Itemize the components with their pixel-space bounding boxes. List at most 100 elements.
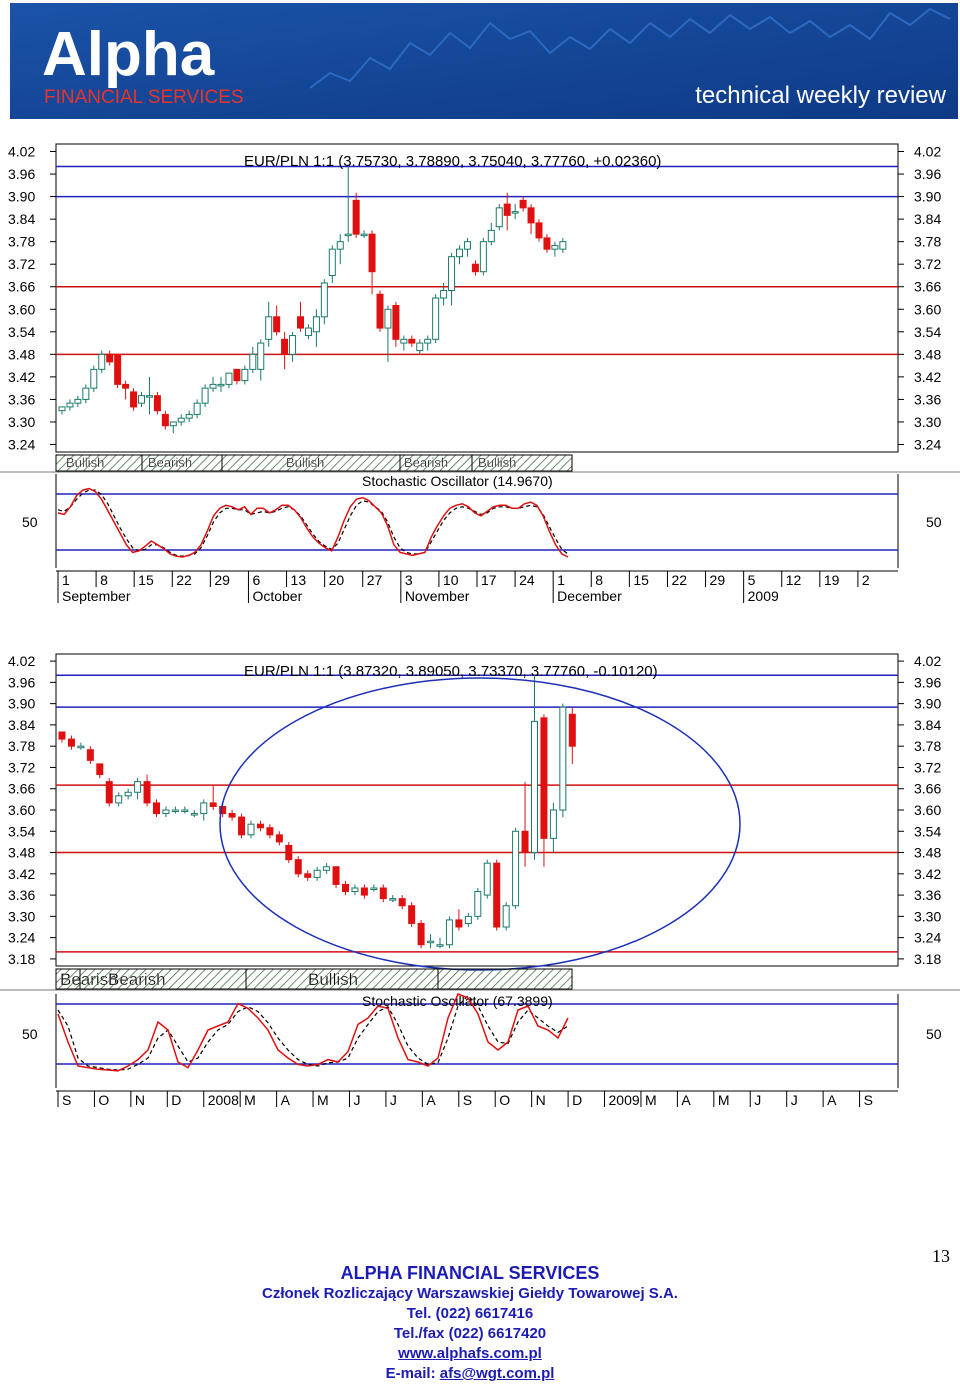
x-tick-label: M: [244, 1092, 256, 1108]
y-tick-label-left: 3.24: [8, 930, 35, 946]
y-tick-label-left: 3.30: [8, 908, 35, 924]
x-tick-label: A: [426, 1092, 436, 1108]
candle-body: [265, 316, 273, 340]
candle-body: [540, 717, 548, 839]
x-tick-label: N: [135, 1092, 145, 1108]
footer-tel: Tel. (022) 6617416: [406, 1305, 534, 1322]
x-tick-label: 15: [138, 572, 154, 588]
x-tick-label: O: [499, 1092, 510, 1108]
chart-eurpln-weekly-short: 4.02 4.02 3.96 3.96 3.90 3.90 3.84 3.84 3.78 3.78…: [0, 143, 960, 604]
y-tick-label-right: 4.02: [914, 144, 941, 160]
candle-body: [153, 395, 161, 412]
y-tick-label-right: 3.36: [914, 887, 941, 903]
osc-d-line: [57, 994, 569, 1071]
y-tick-label-left: 3.96: [8, 166, 35, 182]
candle-body: [424, 338, 432, 344]
candle-body: [408, 905, 416, 924]
y-tick-label-left: 3.30: [8, 414, 35, 430]
x-tick-label: 10: [443, 572, 459, 588]
sentiment-band-label: Bullish: [66, 455, 104, 470]
y-tick-label-right: 3.96: [914, 166, 941, 182]
candle-body: [370, 887, 378, 890]
x-tick-label: 6: [252, 572, 260, 588]
y-tick-label-left: 4.02: [8, 653, 35, 669]
banner-tagline: technical weekly review: [695, 82, 946, 109]
candle-body: [379, 887, 387, 900]
osc-d-line: [57, 489, 569, 557]
candle-body: [487, 229, 495, 243]
y-tick-label-right: 3.48: [914, 845, 941, 861]
y-tick-label-right: 3.60: [914, 802, 941, 818]
x-tick-label: 3: [405, 572, 413, 588]
candle-body: [138, 395, 145, 404]
candle-body: [98, 353, 106, 370]
x-tick-label: D: [572, 1092, 582, 1108]
candle-body: [219, 805, 227, 815]
footer-email-label: E-mail:: [385, 1365, 436, 1382]
x-tick-label: N: [536, 1092, 546, 1108]
x-tick-label: 22: [176, 572, 192, 588]
candle-body: [96, 763, 104, 776]
x-tick-label: 2009: [609, 1092, 640, 1108]
y-tick-label-right: 3.84: [914, 211, 941, 227]
y-tick-label-left: 3.48: [8, 845, 35, 861]
candle-body: [200, 802, 208, 815]
candle-body: [233, 368, 241, 382]
y-tick-label-left: 3.42: [8, 369, 35, 385]
x-tick-label: O: [98, 1092, 109, 1108]
candle-body: [67, 738, 75, 747]
sentiment-band-label: Bullish: [478, 455, 516, 470]
y-tick-label-right: 3.72: [914, 256, 941, 272]
candle-body: [400, 338, 408, 344]
candle-body: [249, 353, 257, 370]
x-tick-label: J: [353, 1092, 360, 1108]
y-tick-label-right: 3.54: [914, 324, 941, 340]
candle-body: [502, 905, 510, 928]
candle-body: [74, 398, 82, 404]
candle-body: [392, 305, 400, 340]
footer-telfax: Tel./fax (022) 6617420: [393, 1325, 547, 1342]
candle-body: [549, 809, 557, 839]
x-tick-label: 1: [62, 572, 70, 588]
candle-body: [275, 834, 283, 843]
y-tick-label-right: 3.84: [914, 717, 941, 733]
candle-body: [145, 395, 153, 398]
candle-body: [503, 203, 511, 216]
candle-body: [201, 387, 209, 404]
sentiment-band: [471, 454, 573, 472]
candle-body: [448, 256, 456, 291]
candle-body: [190, 813, 198, 816]
y-tick-label-left: 3.90: [8, 696, 35, 712]
y-tick-label-right: 3.30: [914, 414, 941, 430]
candle-body: [185, 413, 193, 419]
x-tick-label: M: [317, 1092, 329, 1108]
y-tick-label-left: 3.66: [8, 781, 35, 797]
footer-website-link[interactable]: www.alphafs.com.pl: [398, 1345, 542, 1362]
candle-body: [531, 720, 538, 854]
candle-body: [408, 338, 416, 344]
x-tick-label: 13: [291, 572, 307, 588]
candle-body: [130, 391, 138, 408]
candle-body: [162, 809, 170, 815]
candle-body: [82, 387, 90, 400]
candle-body: [456, 248, 463, 258]
y-tick-label-left: 4.02: [8, 144, 35, 160]
y-tick-label-left: 3.60: [8, 802, 35, 818]
x-tick-label: 17: [481, 572, 497, 588]
candle-body: [463, 241, 471, 250]
candle-body: [352, 199, 360, 235]
candle-body: [320, 282, 328, 318]
footer-member: Członek Rozliczający Warszawskiej Giełdy…: [262, 1285, 678, 1302]
candle-body: [171, 809, 179, 812]
candle-body: [115, 795, 123, 804]
candle-body: [228, 813, 236, 818]
y-tick-label-left: 3.18: [8, 951, 35, 967]
banner-background: [10, 3, 958, 119]
y-tick-label-right: 3.18: [914, 951, 941, 967]
y-tick-label-left: 3.42: [8, 866, 35, 882]
x-tick-label: 20: [329, 572, 345, 588]
x-tick-label: D: [171, 1092, 181, 1108]
sentiment-band-label: Bearish: [404, 455, 448, 470]
footer-email-link[interactable]: afs@wgt.com.pl: [439, 1365, 555, 1382]
candle-body: [90, 368, 98, 389]
